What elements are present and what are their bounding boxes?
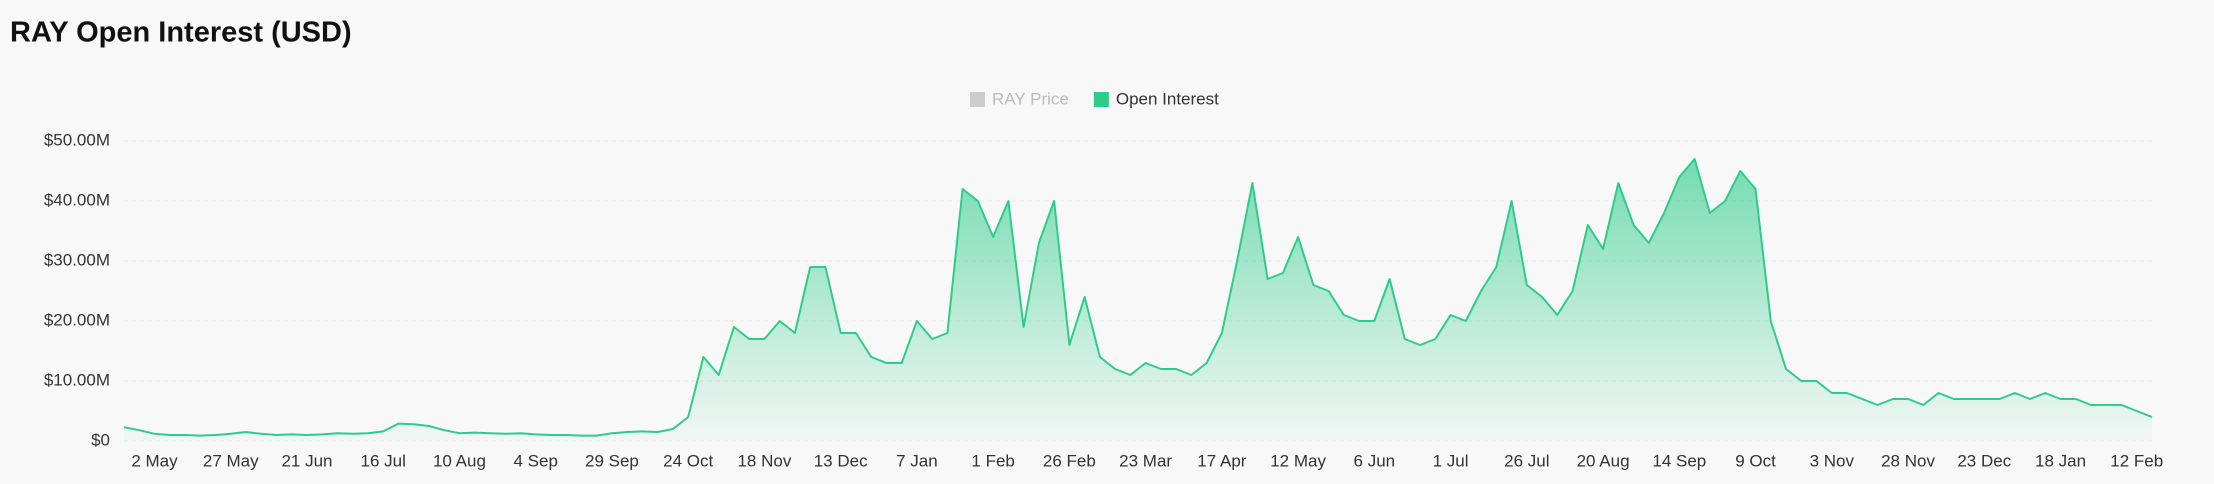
x-tick-label: 14 Sep — [1652, 451, 1706, 470]
y-tick-label: $50.00M — [44, 130, 110, 149]
legend-label[interactable]: RAY Price — [992, 89, 1069, 108]
area — [124, 159, 2152, 441]
x-tick-label: 18 Jan — [2035, 451, 2086, 470]
x-tick-label: 26 Feb — [1043, 451, 1096, 470]
x-tick-label: 7 Jan — [896, 451, 938, 470]
x-tick-label: 4 Sep — [513, 451, 557, 470]
x-tick-label: 17 Apr — [1197, 451, 1246, 470]
x-tick-label: 12 Feb — [2110, 451, 2163, 470]
legend: RAY Price Open Interest — [970, 89, 1219, 108]
x-tick-label: 28 Nov — [1881, 451, 1935, 470]
x-tick-label: 16 Jul — [361, 451, 406, 470]
x-tick-label: 9 Oct — [1735, 451, 1776, 470]
x-tick-label: 20 Aug — [1577, 451, 1630, 470]
x-tick-label: 27 May — [203, 451, 259, 470]
y-tick-label: $10.00M — [44, 370, 110, 389]
x-tick-label: 18 Nov — [737, 451, 791, 470]
legend-label[interactable]: Open Interest — [1116, 89, 1219, 108]
legend-swatch — [970, 92, 985, 107]
x-tick-label: 24 Oct — [663, 451, 713, 470]
y-tick-label: $20.00M — [44, 310, 110, 329]
x-tick-label: 26 Jul — [1504, 451, 1549, 470]
y-tick-label: $40.00M — [44, 190, 110, 209]
x-tick-label: 13 Dec — [814, 451, 868, 470]
y-tick-label: $0 — [91, 430, 110, 449]
line — [123, 158, 2153, 437]
x-tick-label: 12 May — [1270, 451, 1326, 470]
x-tick-label: 3 Nov — [1810, 451, 1855, 470]
legend-swatch[interactable] — [1093, 92, 1109, 107]
y-tick-label: $30.00M — [44, 250, 110, 269]
x-tick-label: 1 Feb — [971, 451, 1014, 470]
chart-title: RAY Open Interest (USD) — [10, 17, 352, 49]
x-tick-label: 10 Aug — [433, 451, 486, 470]
x-tick-label: 29 Sep — [585, 451, 639, 470]
x-tick-label: 6 Jun — [1354, 451, 1396, 470]
x-tick-label: 23 Dec — [1957, 451, 2011, 470]
x-tick-label: 21 Jun — [281, 451, 332, 470]
x-tick-label: 2 May — [131, 451, 178, 470]
x-tick-label: 23 Mar — [1119, 451, 1172, 470]
x-tick-label: 1 Jul — [1433, 451, 1469, 470]
